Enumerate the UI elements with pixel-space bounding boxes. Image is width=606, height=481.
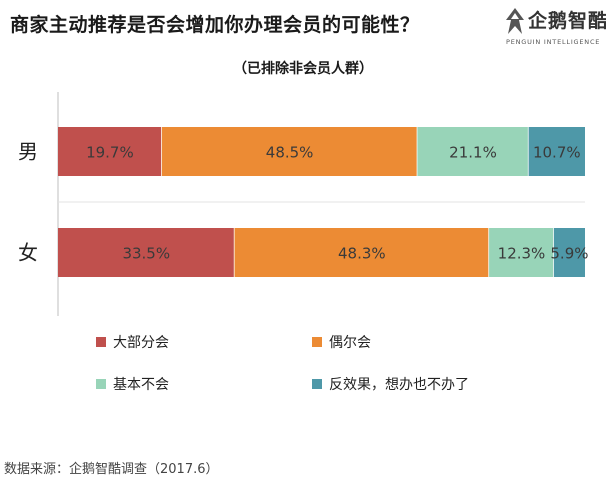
logo-text-en: PENGUIN INTELLIGENCE bbox=[506, 38, 601, 46]
legend-label: 偶尔会 bbox=[329, 335, 371, 351]
bar-segment-1-3 bbox=[553, 228, 585, 277]
legend-swatch bbox=[96, 337, 106, 347]
bar-segment-1-0 bbox=[58, 228, 235, 277]
data-label-0-3: 10.7% bbox=[533, 144, 581, 162]
bar-segment-1-2 bbox=[489, 228, 554, 277]
data-label-1-2: 12.3% bbox=[498, 245, 546, 263]
bar-segment-0-1 bbox=[161, 127, 418, 176]
bar-segment-1-1 bbox=[234, 228, 490, 277]
legend-item-1: 偶尔会 bbox=[312, 332, 371, 352]
chart-legend: 大部分会 偶尔会基本不会 反效果，想办也不办了 bbox=[96, 332, 576, 412]
category-label-1: 女 bbox=[18, 241, 38, 265]
data-label-0-2: 21.1% bbox=[449, 144, 497, 162]
legend-item-0: 大部分会 bbox=[96, 332, 169, 352]
logo-text-cn: 企鹅智酷 bbox=[528, 10, 606, 32]
data-label-1-0: 33.5% bbox=[122, 245, 170, 263]
legend-label: 大部分会 bbox=[113, 335, 169, 351]
category-label-0: 男 bbox=[18, 140, 38, 164]
bar-segment-0-2 bbox=[417, 127, 529, 176]
legend-swatch bbox=[312, 337, 322, 347]
chart-subtitle: （已排除非会员人群） bbox=[233, 61, 373, 77]
data-label-0-1: 48.5% bbox=[266, 144, 314, 162]
legend-label: 基本不会 bbox=[113, 377, 169, 393]
legend-item-3: 反效果，想办也不办了 bbox=[312, 374, 469, 394]
bar-segment-0-0 bbox=[58, 127, 162, 176]
data-source-note: 数据来源：企鹅智酷调查（2017.6） bbox=[4, 462, 219, 477]
legend-swatch bbox=[96, 379, 106, 389]
legend-swatch bbox=[312, 379, 322, 389]
legend-item-2: 基本不会 bbox=[96, 374, 169, 394]
bar-segment-0-3 bbox=[528, 127, 585, 176]
brand-logo: 企鹅智酷 PENGUIN INTELLIGENCE bbox=[500, 4, 606, 56]
legend-label: 反效果，想办也不办了 bbox=[329, 377, 469, 393]
data-label-1-3: 5.9% bbox=[550, 245, 588, 263]
penguin-icon bbox=[506, 8, 524, 34]
chart-title: 商家主动推荐是否会增加你办理会员的可能性？ bbox=[10, 14, 420, 36]
data-label-0-0: 19.7% bbox=[86, 144, 134, 162]
data-label-1-1: 48.3% bbox=[338, 245, 386, 263]
